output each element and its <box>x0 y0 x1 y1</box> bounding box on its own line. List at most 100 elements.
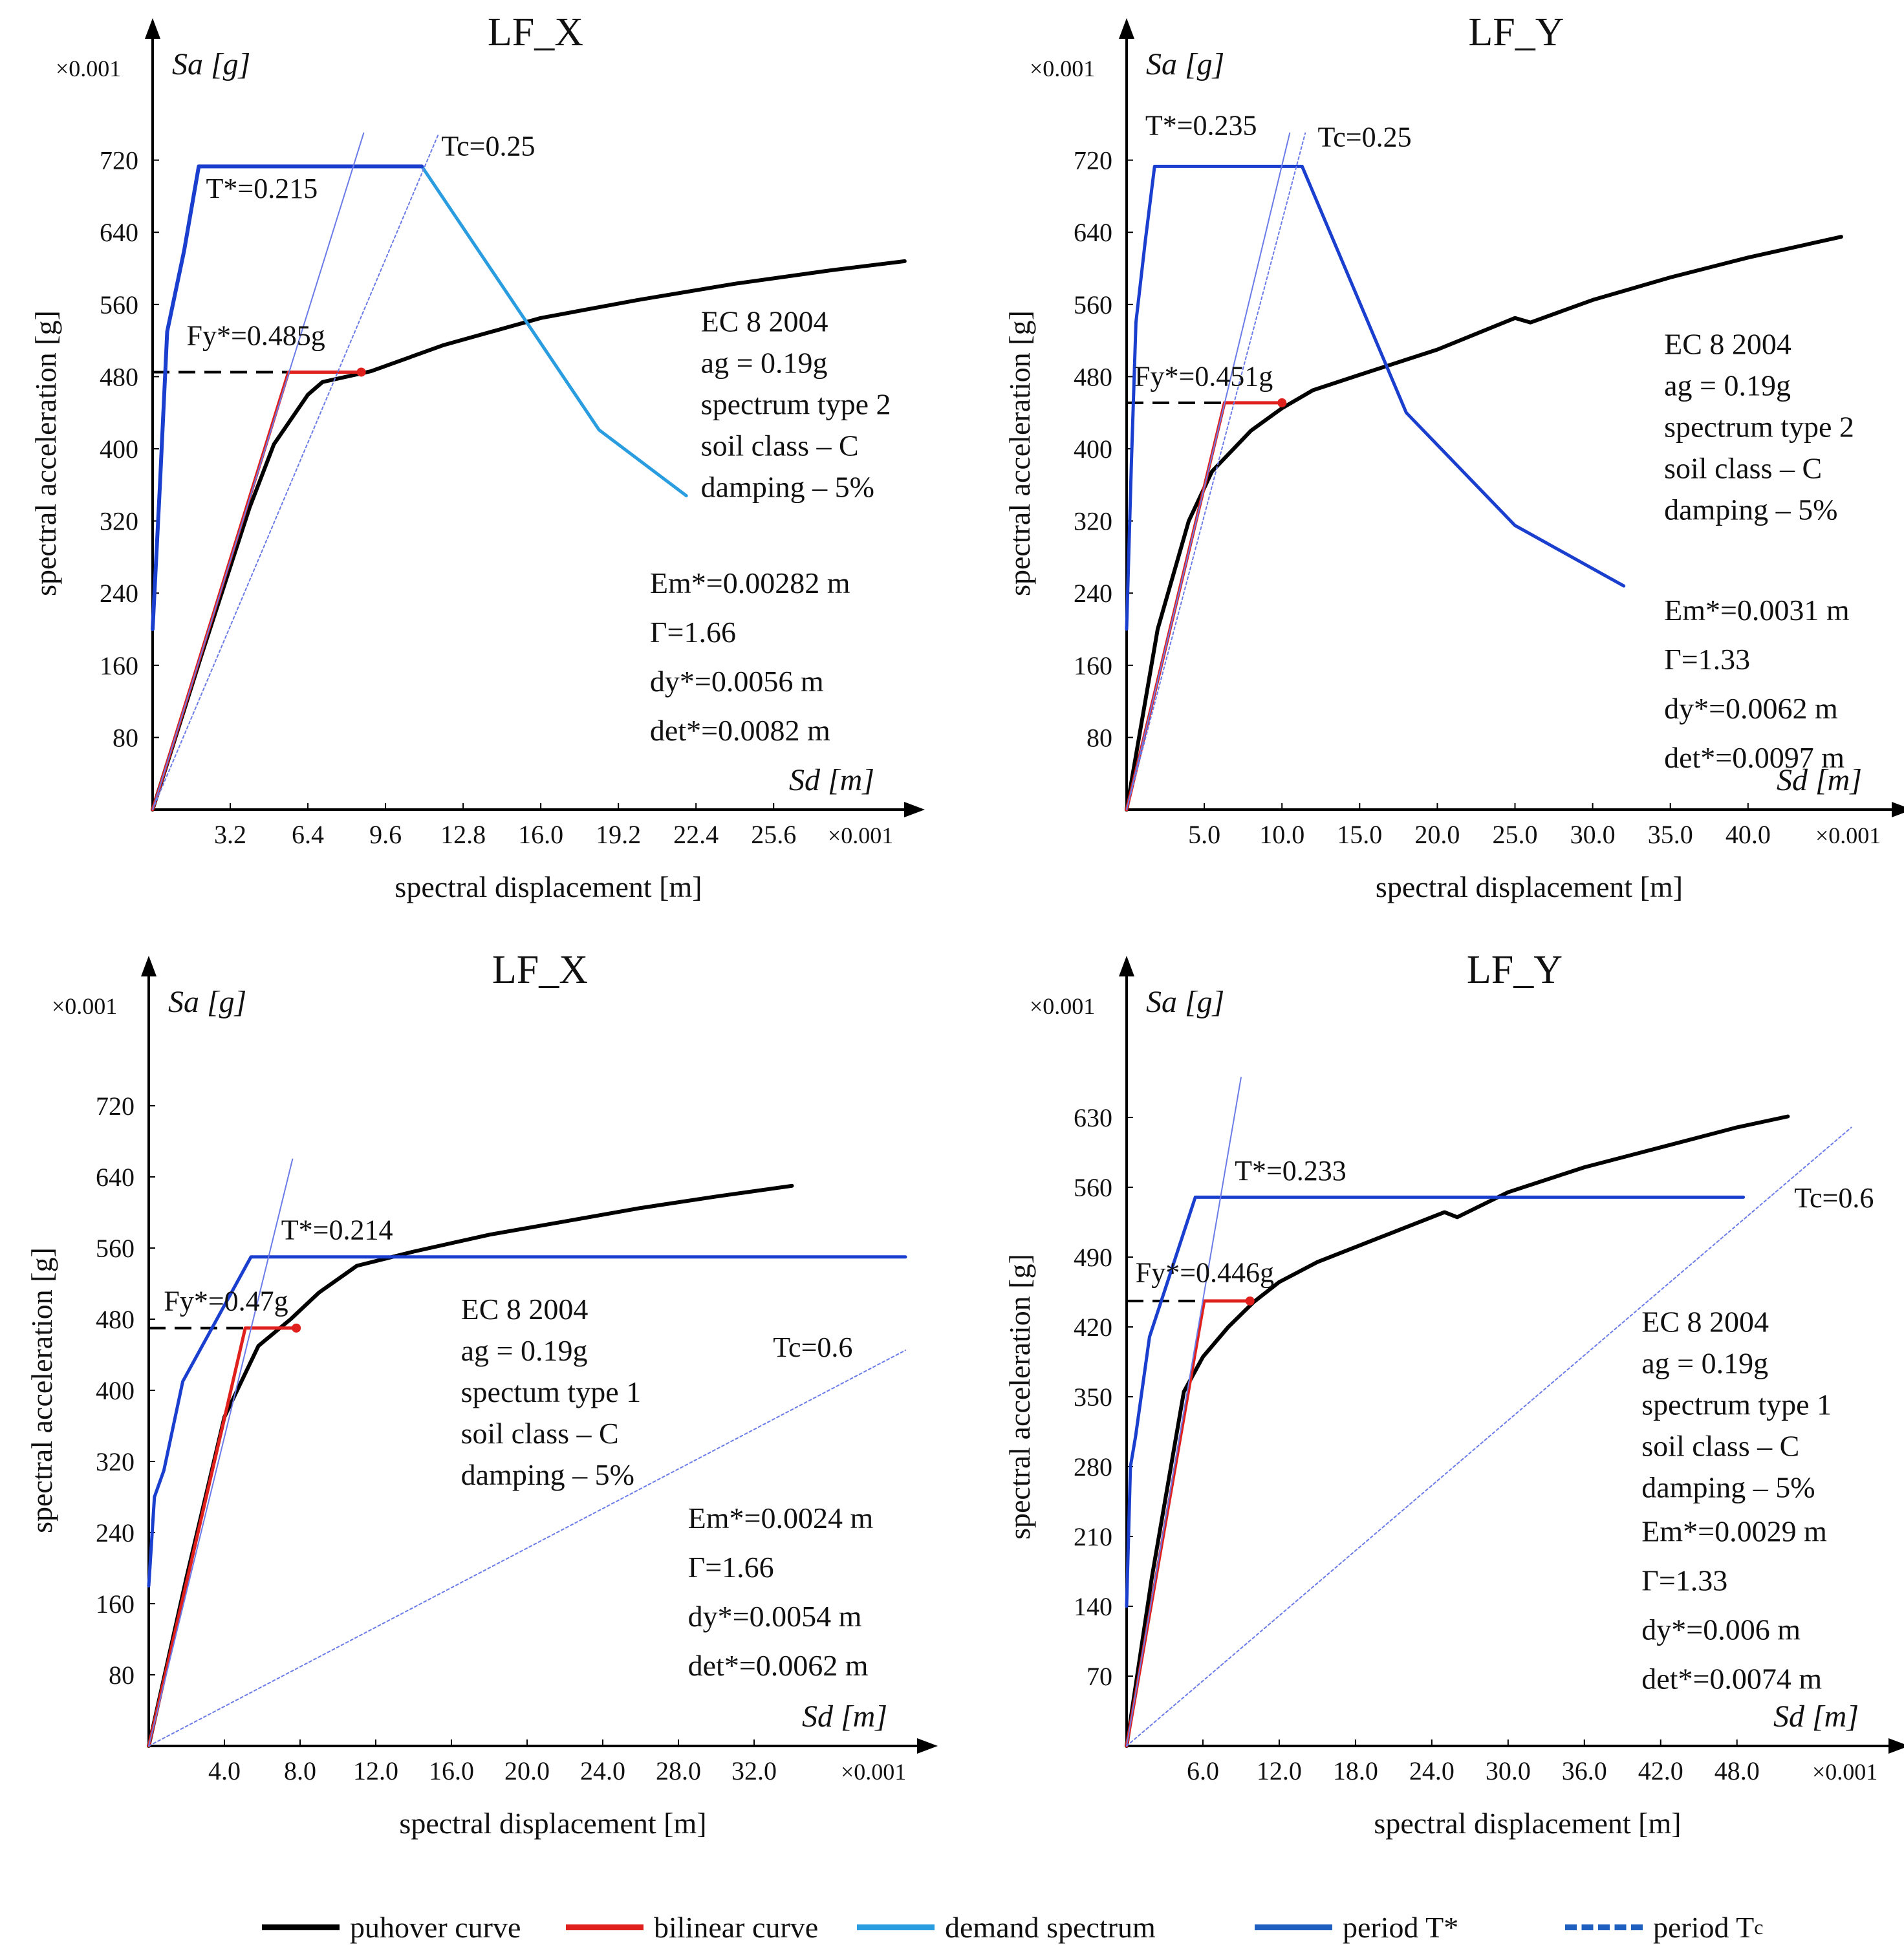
x-tick-label: 20.0 <box>1414 820 1460 849</box>
chart-panel-3: LF_X 4.0 8.0 12.0 16.0 20.0 24.0 28.0 32.0 80 160 2… <box>25 948 938 1840</box>
series-line-pushover-curve <box>1125 235 1843 812</box>
info-line: EC 8 2004 <box>461 1293 589 1326</box>
x-scale-label: ×0.001 <box>1812 1759 1877 1785</box>
result-line: Γ=1.66 <box>650 616 736 649</box>
x-axis-arrow <box>904 802 925 817</box>
y-tick-label: 240 <box>100 579 138 608</box>
x-tick-label: 36.0 <box>1562 1756 1607 1785</box>
legend-label-bilinear: bilinear curve <box>654 1910 819 1944</box>
annotation-label: Tc=0.25 <box>441 131 535 162</box>
annotation-label: T*=0.235 <box>1145 110 1257 142</box>
x-tick-label: 48.0 <box>1715 1756 1760 1785</box>
info-line: spectrum type 2 <box>1664 411 1854 444</box>
legend-label-demand: demand spectrum <box>945 1910 1156 1944</box>
y-scale-label: ×0.001 <box>52 993 117 1019</box>
info-line: soil class – C <box>701 429 859 462</box>
annotation-label: T*=0.215 <box>206 173 318 204</box>
x-axis-title: spectral displacement [m] <box>1376 870 1683 903</box>
series-line-demand-spectrum <box>1125 164 1626 631</box>
y-tick-label: 640 <box>100 218 138 247</box>
x-tick-label: 8.0 <box>284 1756 316 1785</box>
y-unit-label: Sa [g] <box>172 47 250 81</box>
series-line-period-t- <box>152 132 365 810</box>
y-tick-label: 210 <box>1074 1522 1112 1551</box>
y-tick-label: 480 <box>100 362 138 391</box>
x-axis-title: spectral displacement [m] <box>399 1807 706 1840</box>
y-axis-title: spectral acceleration [g] <box>1003 310 1036 596</box>
x-tick-label: 22.4 <box>673 820 719 849</box>
x-tick-label: 24.0 <box>1409 1756 1455 1785</box>
y-tick-label: 80 <box>109 1661 135 1690</box>
x-tick-label: 25.6 <box>751 820 796 849</box>
series-line-period-tc <box>148 1350 906 1747</box>
x-axis-arrow <box>1892 802 1904 817</box>
info-line: damping – 5% <box>701 471 874 504</box>
info-line: soil class – C <box>461 1417 619 1450</box>
series-line-demand-plateau <box>151 164 424 631</box>
y-tick-label: 400 <box>96 1376 135 1405</box>
y-tick-label: 160 <box>100 651 138 680</box>
chart-title: LF_X <box>488 10 583 54</box>
result-line: Γ=1.66 <box>688 1551 774 1584</box>
series-line-period-tc <box>1126 132 1306 810</box>
annotation-label: T*=0.214 <box>281 1214 393 1245</box>
yield-point <box>356 367 366 377</box>
y-tick-label: 160 <box>1074 651 1112 680</box>
y-tick-label: 640 <box>96 1163 135 1192</box>
yield-point <box>292 1323 301 1333</box>
y-tick-label: 720 <box>1074 146 1112 175</box>
x-tick-label: 18.0 <box>1333 1756 1378 1785</box>
y-axis-arrow <box>141 956 157 976</box>
info-line: damping – 5% <box>1664 493 1837 526</box>
y-scale-label: ×0.001 <box>56 56 121 81</box>
x-scale-label: ×0.001 <box>841 1759 906 1785</box>
x-tick-label: 16.0 <box>518 820 563 849</box>
y-tick-label: 240 <box>96 1518 135 1547</box>
x-axis-arrow <box>1888 1738 1904 1754</box>
y-tick-label: 630 <box>1074 1103 1112 1132</box>
info-line: ag = 0.19g <box>1664 369 1791 402</box>
x-scale-label: ×0.001 <box>1815 823 1881 848</box>
y-axis-title: spectral acceleration [g] <box>25 1247 58 1533</box>
x-axis-arrow <box>917 1738 938 1754</box>
x-tick-label: 16.0 <box>429 1756 474 1785</box>
info-line: EC 8 2004 <box>1641 1306 1769 1339</box>
chart-title: LF_X <box>492 948 588 992</box>
result-line: Em*=0.0024 m <box>688 1502 874 1535</box>
info-line: spectrum type 2 <box>701 388 891 421</box>
series-line-bilinear-curve <box>151 371 363 812</box>
annotation-label: Fy*=0.451g <box>1134 360 1273 392</box>
yield-point <box>1245 1296 1255 1306</box>
series-line-period-tc <box>152 132 440 810</box>
x-unit-label: Sd [m] <box>1773 1699 1859 1734</box>
y-tick-label: 320 <box>1074 507 1112 536</box>
y-tick-label: 280 <box>1074 1452 1112 1481</box>
x-unit-label: Sd [m] <box>802 1699 887 1734</box>
series-line-period-t- <box>1126 132 1291 810</box>
x-tick-label: 4.0 <box>208 1756 241 1785</box>
legend-swatch-demand <box>857 1924 935 1930</box>
y-tick-label: 560 <box>1074 290 1112 319</box>
legend-item-pushover: puhover curve <box>262 1908 521 1946</box>
x-tick-label: 42.0 <box>1638 1756 1683 1785</box>
y-axis-title: spectral acceleration [g] <box>1003 1254 1036 1540</box>
y-axis-arrow <box>145 18 160 39</box>
legend-label-period-t-star: period T* <box>1343 1910 1459 1944</box>
x-tick-label: 28.0 <box>656 1756 701 1785</box>
info-line: EC 8 2004 <box>701 305 828 338</box>
legend-swatch-period-tc <box>1565 1924 1643 1930</box>
x-tick-label: 32.0 <box>731 1756 777 1785</box>
info-line: spectrum type 1 <box>1641 1388 1832 1421</box>
y-scale-label: ×0.001 <box>1030 993 1095 1019</box>
annotation-label: T*=0.233 <box>1235 1155 1347 1187</box>
series-line-period-t- <box>148 1158 294 1747</box>
series-line-bilinear-curve <box>147 1326 298 1748</box>
x-tick-label: 6.4 <box>292 820 324 849</box>
yield-point <box>1277 398 1287 407</box>
x-scale-label: ×0.001 <box>828 823 893 848</box>
info-line: damping – 5% <box>461 1458 634 1491</box>
x-tick-label: 3.2 <box>214 820 246 849</box>
chart-title: LF_Y <box>1468 10 1564 54</box>
